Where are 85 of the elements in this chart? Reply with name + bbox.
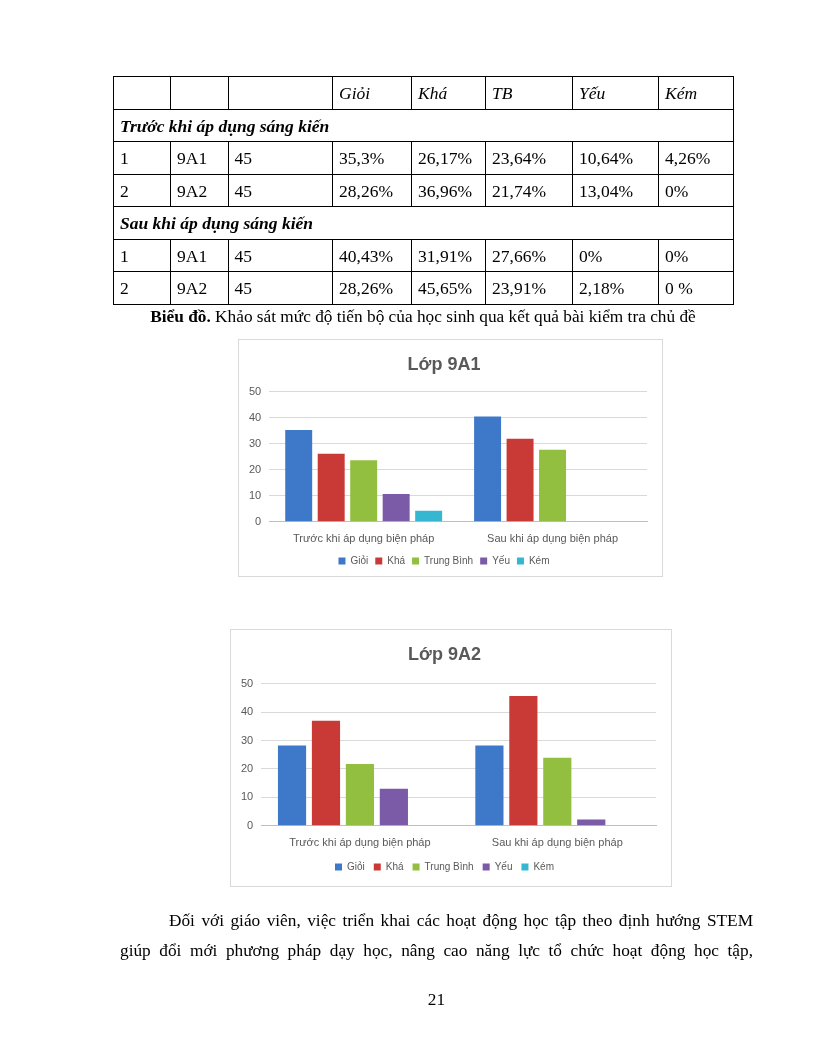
text: 45 <box>234 148 252 168</box>
x-tick-label: Sau khi áp dụng biện pháp <box>487 532 618 545</box>
legend-label: Trung Bình <box>424 860 474 872</box>
text: 45 <box>234 245 252 266</box>
bar <box>277 745 307 826</box>
legend-label: Yếu <box>492 554 510 566</box>
text: 0 % <box>665 278 693 298</box>
text: 40,43% <box>339 245 393 266</box>
text: 23,64% <box>492 148 546 168</box>
text: 28,26% <box>339 278 393 298</box>
legend-label: Giỏi <box>350 554 369 566</box>
legend-label: Giỏi <box>346 860 365 872</box>
text: 27,66% <box>492 245 546 266</box>
text: 10,64% <box>579 148 633 168</box>
legend-label: Khá <box>387 554 406 566</box>
text: 35,3% <box>339 148 385 168</box>
category-label: Kém <box>658 76 734 109</box>
chart-title: Lớp 9A2 <box>408 643 481 664</box>
y-tick-label: 50 <box>240 676 254 689</box>
text: Đối với giáo viên, việc triển khai các hoạt động học tập theo định hướng STEM giúp đổi mới phương pháp dạy học, nâng cao năng lực tổ chức hoạt động học tập, <box>120 910 753 962</box>
text: Trước khi áp dụng sáng kiến <box>120 115 330 136</box>
bar <box>382 494 410 522</box>
bar <box>539 449 567 522</box>
bar <box>474 416 502 522</box>
text: 36,96% <box>418 180 472 201</box>
category-label: TB <box>485 76 573 109</box>
y-tick-label: 10 <box>248 488 262 501</box>
x-tick-label: Trước khi áp dụng biện pháp <box>289 836 431 849</box>
y-tick-label: 0 <box>247 818 254 831</box>
text: 1 <box>120 148 129 168</box>
y-tick-label: 20 <box>240 761 254 774</box>
y-tick-label: 40 <box>240 705 254 718</box>
bar <box>285 429 313 522</box>
text: 9A2 <box>177 180 208 201</box>
legend-label: Khá <box>385 860 404 872</box>
text: 13,04% <box>579 180 633 201</box>
legend-label: Kém <box>528 554 550 566</box>
legend-label: Trung Bình <box>424 554 474 566</box>
bar <box>506 438 534 522</box>
text: 2,18% <box>579 278 625 298</box>
y-tick-label: 30 <box>248 436 262 449</box>
text: 9A1 <box>177 148 208 168</box>
y-tick-label: 10 <box>240 790 254 803</box>
bar <box>543 757 572 826</box>
legend-label: Kém <box>533 860 555 872</box>
legend-label: Yếu <box>494 860 513 872</box>
bar <box>379 788 408 826</box>
bar <box>475 745 504 826</box>
x-tick-label: Sau khi áp dụng biện pháp <box>491 836 623 849</box>
text: 9A1 <box>177 245 208 266</box>
y-tick-label: 0 <box>255 514 262 527</box>
text: 23,91% <box>492 278 546 298</box>
bar <box>311 720 341 826</box>
bar <box>345 763 375 826</box>
text: 0% <box>579 245 603 266</box>
chart-title: Lớp 9A1 <box>407 353 481 374</box>
bar <box>415 510 443 522</box>
text: 26,17% <box>418 148 472 168</box>
text: 9A2 <box>177 278 208 298</box>
text: 2 <box>120 180 129 201</box>
text: 21 <box>426 989 447 1011</box>
y-tick-label: 20 <box>248 462 262 475</box>
category-label: Khá <box>411 76 486 109</box>
text: 0% <box>665 180 689 201</box>
text: 0% <box>665 245 689 266</box>
category-label: Giỏi <box>332 76 412 109</box>
text: 21,74% <box>492 180 546 201</box>
text: 45,65% <box>418 278 472 298</box>
text: 45 <box>234 278 252 298</box>
text: 31,91% <box>418 245 472 266</box>
bar <box>509 695 538 826</box>
category-label: Yếu <box>572 76 659 109</box>
bar <box>317 453 345 522</box>
text: 1 <box>120 245 129 266</box>
text: 45 <box>234 180 252 201</box>
text: Biểu đồ. Khảo sát mức độ tiến bộ của học sinh qua kết quả bài kiểm tra chủ đề <box>150 306 696 326</box>
y-tick-label: 50 <box>248 384 262 397</box>
text: Sau khi áp dụng sáng kiến <box>120 213 314 233</box>
x-tick-label: Trước khi áp dụng biện pháp <box>292 532 435 545</box>
text: 4,26% <box>665 148 711 168</box>
y-tick-label: 40 <box>248 410 262 423</box>
text: 28,26% <box>339 180 393 201</box>
text: 2 <box>120 278 129 298</box>
bar <box>350 460 378 522</box>
y-tick-label: 30 <box>240 733 254 746</box>
